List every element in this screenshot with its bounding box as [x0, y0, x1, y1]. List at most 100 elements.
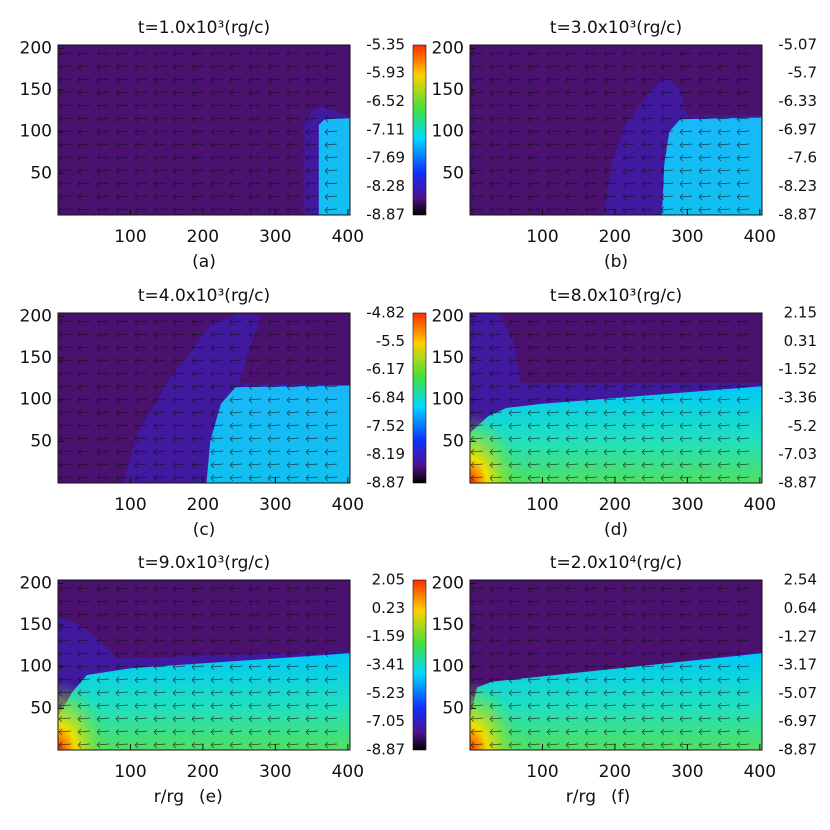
colorbar-tick-label: 2.15 [784, 304, 817, 322]
colorbar [412, 579, 427, 751]
colorbar-tick-label: -1.27 [778, 627, 817, 645]
colorbar-tick-label: -7.6 [788, 149, 817, 167]
density-background [58, 45, 350, 215]
colorbar-tick-label: 0.23 [372, 599, 405, 617]
x-tick-label: 400 [332, 762, 364, 782]
x-tick-label: 300 [671, 495, 703, 515]
colorbar-tick-label: -5.7 [788, 64, 817, 82]
colorbar-tick-label: 2.54 [784, 571, 817, 589]
colorbar-tick-label: -8.87 [778, 474, 817, 492]
panel-title: t=8.0x10³(rg/c) [550, 286, 682, 306]
colorbar-tick-label: -8.28 [366, 177, 405, 195]
panel-title: t=1.0x10³(rg/c) [138, 18, 270, 38]
colorbar-tick-label: -1.52 [778, 360, 817, 378]
colorbar [412, 44, 427, 216]
panel: t=2.0x10⁴(rg/c)100 200 300 40050100150200r/… [432, 553, 817, 807]
panel-title: t=3.0x10³(rg/c) [550, 18, 682, 38]
panel-title: t=4.0x10³(rg/c) [138, 286, 270, 306]
colorbar-tick-label: -7.05 [366, 712, 405, 730]
colorbar-tick-label: -5.23 [366, 684, 405, 702]
velocity-arrows [470, 585, 750, 749]
panel-label: (f) [611, 787, 630, 807]
y-tick-label: 50 [442, 163, 464, 183]
y-tick-label: 100 [432, 657, 464, 677]
y-tick-label: 100 [20, 657, 52, 677]
y-tick-label: 200 [432, 573, 464, 593]
plot-frame [469, 579, 763, 751]
colorbar-tick-label: 0.31 [784, 332, 817, 350]
disk-region [470, 386, 762, 483]
disk-region [470, 653, 762, 750]
y-tick-label: 100 [432, 122, 464, 142]
disk-region [662, 117, 762, 215]
hot-core [470, 413, 520, 483]
colorbar-tick-label: -8.19 [366, 445, 405, 463]
colorbar-tick-label: -6.84 [366, 388, 405, 406]
plot-frame [57, 312, 351, 484]
panel-label: (b) [604, 252, 628, 272]
colorbar-tick-label: 2.05 [372, 571, 405, 589]
y-tick-label: 200 [20, 38, 52, 58]
x-tick-label: 400 [744, 227, 776, 247]
y-tick-label: 150 [432, 80, 464, 100]
y-tick-label: 150 [432, 615, 464, 635]
colorbar-tick-label: 0.64 [784, 599, 817, 617]
panel-label: (e) [199, 787, 223, 807]
y-tick-label: 150 [20, 348, 52, 368]
colorbar-tick-label: -3.36 [778, 389, 817, 407]
x-tick-label: 100 [114, 495, 146, 515]
y-tick-label: 150 [432, 348, 464, 368]
panel-title: t=9.0x10³(rg/c) [138, 553, 270, 573]
colorbar-tick-label: -8.87 [366, 474, 405, 492]
y-tick-label: 200 [432, 306, 464, 326]
hot-core [470, 680, 520, 750]
colorbar-tick-label: -3.41 [366, 656, 405, 674]
x-tick-label: 300 [671, 762, 703, 782]
velocity-arrows [470, 50, 750, 214]
y-tick-label: 50 [442, 431, 464, 451]
x-tick-label: 200 [187, 227, 219, 247]
x-tick-label: 100 [114, 227, 146, 247]
x-tick-label: 100 [526, 495, 558, 515]
panel-title: t=2.0x10⁴(rg/c) [550, 553, 682, 573]
plot-frame [469, 44, 763, 216]
y-tick-label: 50 [30, 698, 52, 718]
y-tick-label: 200 [20, 306, 52, 326]
colorbar-tick-label: -5.35 [366, 36, 405, 54]
x-tick-label: 300 [259, 762, 291, 782]
colorbar-tick-label: -5.93 [366, 64, 405, 82]
x-tick-label: 100 [526, 762, 558, 782]
disk-region [318, 118, 350, 215]
colorbar-tick-label: -5.5 [376, 332, 405, 350]
x-tick-label: 200 [187, 762, 219, 782]
panel: t=3.0x10³(rg/c) 100 200 300 400 50 100 150 200 (b… [432, 18, 817, 272]
x-tick-label: 400 [744, 495, 776, 515]
panel: t=9.0x10³(rg/c)100 200 300 40050100150200r/… [20, 553, 427, 807]
x-axis-label: r/rg [566, 787, 596, 807]
y-tick-label: 50 [442, 698, 464, 718]
colorbar-tick-label: -8.87 [778, 206, 817, 224]
colorbar-tick-label: -8.87 [778, 741, 817, 759]
colorbar-tick-label: -6.52 [366, 92, 405, 110]
velocity-arrows [58, 50, 338, 214]
colorbar-tick-label: -4.82 [366, 304, 405, 322]
colorbar-tick-label: -6.17 [366, 360, 405, 378]
x-tick-label: 200 [187, 495, 219, 515]
colorbar-tick-label: -6.97 [778, 712, 817, 730]
y-tick-label: 50 [30, 163, 52, 183]
y-tick-label: 150 [20, 80, 52, 100]
y-tick-label: 100 [20, 122, 52, 142]
panel-label: (a) [192, 252, 216, 272]
velocity-arrows [58, 318, 338, 482]
x-tick-label: 300 [259, 227, 291, 247]
y-tick-label: 200 [432, 38, 464, 58]
x-tick-label: 200 [599, 227, 631, 247]
colorbar-tick-label: -8.87 [366, 206, 405, 224]
x-tick-label: 100 [526, 227, 558, 247]
plot-frame [57, 579, 351, 751]
panel: t=1.0x10³(rg/c) 100 200 300 400 50 100 150 200 (a… [20, 18, 427, 272]
x-tick-label: 100 [114, 762, 146, 782]
colorbar [412, 312, 427, 484]
colorbar-tick-label: -5.07 [778, 36, 817, 54]
